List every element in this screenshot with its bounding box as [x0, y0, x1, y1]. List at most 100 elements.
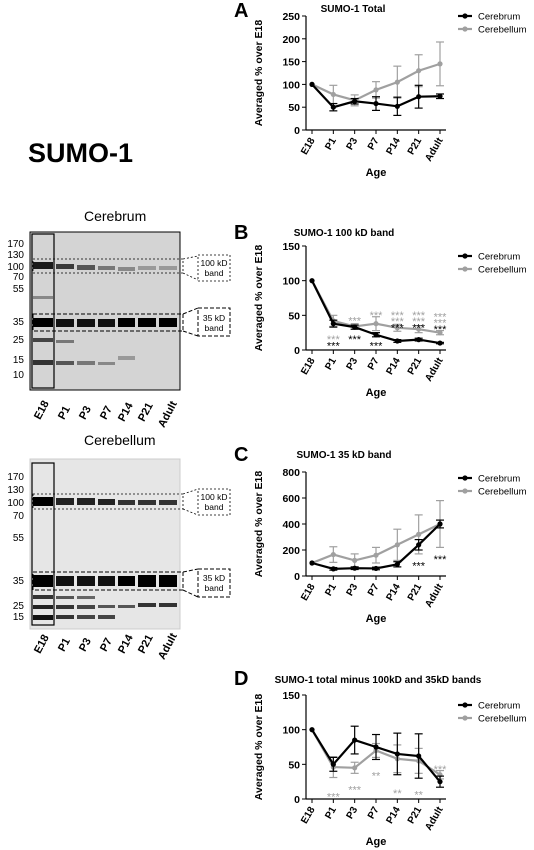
x-tick-label: P1	[323, 582, 339, 598]
significance-mark: ***	[434, 554, 448, 566]
significance-mark: ***	[412, 310, 426, 322]
legend-marker	[462, 26, 468, 32]
y-tick-label: 50	[288, 310, 300, 322]
x-tick-label: P3	[345, 582, 361, 598]
x-tick-label: E18	[299, 582, 318, 603]
chart-title: SUMO-1 35 kD band	[296, 450, 391, 461]
series-cerebrum	[309, 81, 444, 117]
x-tick-label: P7	[366, 582, 382, 598]
legend-marker	[462, 702, 468, 708]
data-point	[330, 566, 336, 572]
series-cerebrum	[309, 278, 444, 346]
significance-mark: ***	[348, 334, 362, 346]
y-tick-label: 0	[294, 571, 300, 583]
significance-mark: ***	[391, 310, 405, 322]
y-tick-label: 100	[282, 79, 300, 91]
data-point	[394, 79, 400, 85]
x-tick-label: P14	[385, 356, 404, 377]
data-point	[394, 325, 400, 331]
significance-mark: ***	[391, 316, 405, 328]
figure-title: SUMO-1	[28, 138, 134, 168]
data-point	[330, 551, 336, 558]
mw-marker: 25	[12, 335, 24, 346]
y-tick-label: 400	[282, 519, 300, 531]
data-point	[373, 321, 379, 327]
mw-marker: 100	[7, 498, 24, 509]
y-axis-label: Averaged % over E18	[253, 471, 265, 578]
legend-entry: Cerebellum	[458, 265, 527, 276]
x-tick-label: Adult	[423, 135, 446, 163]
legend-label: Cerebellum	[478, 487, 527, 498]
significance-mark: ***	[434, 318, 448, 330]
mw-marker: 170	[7, 239, 24, 250]
data-point	[416, 531, 422, 537]
lane-label: P3	[77, 636, 94, 654]
x-tick-label: E18	[299, 136, 318, 157]
legend-entry: Cerebrum	[458, 12, 520, 23]
x-tick-label: E18	[299, 805, 318, 826]
legend-entry: Cerebrum	[458, 252, 520, 263]
mw-marker: 25	[12, 601, 24, 612]
data-point	[373, 565, 379, 572]
lane-label: P14	[116, 632, 136, 656]
x-tick-label: P21	[406, 805, 425, 826]
series-cerebellum	[309, 499, 444, 568]
lane-label: E18	[32, 632, 52, 656]
legend-label: Cerebellum	[478, 265, 527, 276]
x-tick-label: P3	[345, 805, 361, 821]
data-point	[437, 93, 443, 99]
data-point	[373, 744, 379, 750]
mw-marker: 55	[12, 284, 24, 295]
significance-mark: **	[393, 788, 402, 800]
data-point	[352, 557, 358, 563]
e18-lane-highlight	[31, 233, 55, 389]
cerebrum-blot-title: Cerebrum	[84, 208, 147, 224]
band-box-35kd	[32, 571, 184, 591]
band-box-35kd	[32, 313, 184, 332]
y-axis-label: Averaged % over E18	[253, 694, 265, 801]
data-point	[373, 87, 379, 93]
band-box-100kd	[32, 493, 184, 510]
x-tick-label: Adult	[423, 581, 446, 609]
legend-entry: Cerebellum	[458, 487, 527, 498]
x-axis-label: Age	[366, 613, 387, 625]
lane-label: P21	[136, 632, 156, 656]
cerebrum-100kd-bands	[33, 262, 177, 271]
y-axis-label: Averaged % over E18	[253, 20, 265, 127]
y-tick-label: 0	[294, 125, 300, 137]
data-point	[437, 330, 443, 336]
legend-label: Cerebrum	[478, 474, 520, 485]
legend-marker	[462, 715, 468, 721]
data-point	[416, 68, 422, 74]
data-point	[394, 542, 400, 548]
lane-label: Adult	[156, 631, 180, 662]
x-tick-label: P7	[366, 356, 382, 372]
x-tick-label: P3	[345, 136, 361, 152]
cerebrum-35kd-bands	[33, 318, 177, 327]
y-tick-label: 200	[282, 545, 300, 557]
legend-label: Cerebellum	[478, 25, 527, 36]
legend-entry: Cerebellum	[458, 714, 527, 725]
cerebellum-35kd-label: 35 kD band	[199, 573, 229, 593]
data-point	[373, 100, 379, 107]
data-point	[416, 326, 422, 332]
data-point	[309, 81, 315, 87]
x-axis-label: Age	[366, 836, 387, 848]
chart-title: SUMO-1 total minus 100kD and 35kD bands	[275, 675, 482, 686]
e18-lane-highlight	[31, 462, 55, 626]
data-point	[437, 779, 443, 785]
significance-mark: **	[372, 771, 381, 783]
data-point	[330, 321, 336, 327]
significance-mark: ***	[434, 764, 448, 776]
significance-mark: ***	[327, 334, 341, 346]
legend-entry: Cerebrum	[458, 701, 520, 712]
mw-marker: 100	[7, 262, 24, 273]
significance-mark: ***	[412, 560, 426, 572]
series-cerebrum	[309, 519, 444, 572]
y-tick-label: 150	[282, 57, 300, 69]
mw-marker: 130	[7, 485, 24, 496]
x-tick-label: P7	[366, 805, 382, 821]
data-point	[416, 94, 422, 100]
data-point	[330, 761, 336, 767]
mw-marker: 35	[12, 576, 24, 587]
